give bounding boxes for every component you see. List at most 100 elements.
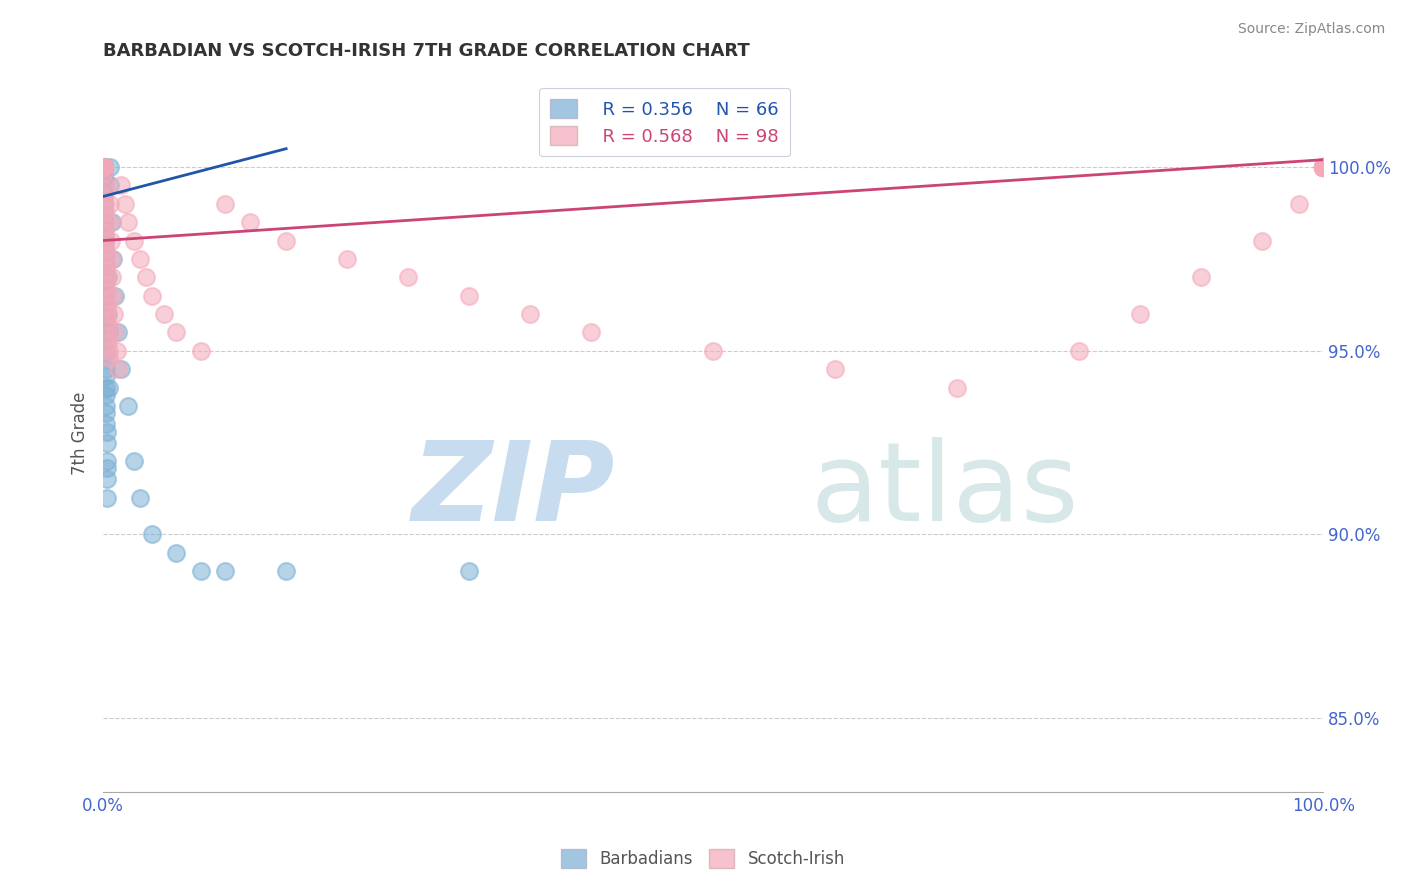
Point [1312,160,1334,174]
Point [93,168,115,182]
Point [93,160,115,174]
Point [1312,160,1334,174]
Point [97,326,120,340]
Point [97,322,120,336]
Point [93,175,115,189]
Point [93,160,115,174]
Point [1312,160,1334,174]
Point [103,307,125,321]
Point [93,189,115,203]
Point [93,189,115,203]
Point [100,252,122,266]
Point [94,326,117,340]
Point [1312,160,1334,174]
Point [94,362,117,376]
Point [1312,160,1334,174]
Point [93,168,115,182]
Point [1312,160,1334,174]
Point [276,234,298,248]
Point [96,491,118,505]
Point [93,196,115,211]
Point [101,288,124,302]
Point [93,204,115,219]
Point [93,241,115,255]
Point [93,171,115,186]
Point [98,380,121,394]
Point [190,343,212,358]
Point [93,196,115,211]
Point [153,307,176,321]
Point [94,255,117,269]
Text: BARBADIAN VS SCOTCH-IRISH 7TH GRADE CORRELATION CHART: BARBADIAN VS SCOTCH-IRISH 7TH GRADE CORR… [103,42,749,60]
Y-axis label: 7th Grade: 7th Grade [72,392,89,475]
Text: ZIP: ZIP [412,437,616,544]
Point [519,307,541,321]
Point [93,160,115,174]
Text: atlas: atlas [811,437,1080,544]
Point [1312,160,1334,174]
Point [1312,160,1334,174]
Point [114,196,136,211]
Point [107,326,129,340]
Point [94,248,117,262]
Point [93,234,115,248]
Point [1312,160,1334,174]
Point [1312,160,1334,174]
Point [1312,160,1334,174]
Text: Source: ZipAtlas.com: Source: ZipAtlas.com [1237,22,1385,37]
Point [94,226,117,240]
Point [93,248,115,262]
Point [97,329,120,343]
Point [1312,160,1334,174]
Point [1288,196,1310,211]
Point [94,288,117,302]
Point [117,399,139,413]
Point [96,270,118,285]
Point [94,333,117,347]
Point [1312,160,1334,174]
Point [97,270,120,285]
Point [1312,160,1334,174]
Point [96,314,118,328]
Point [94,307,117,321]
Point [1312,160,1334,174]
Point [93,204,115,219]
Point [101,270,124,285]
Point [122,234,145,248]
Point [458,288,481,302]
Point [96,435,118,450]
Point [1312,160,1334,174]
Point [458,564,481,578]
Point [96,425,118,439]
Point [94,211,117,226]
Point [1312,160,1334,174]
Point [214,564,236,578]
Point [96,454,118,468]
Point [396,270,419,285]
Point [94,285,117,299]
Point [100,215,122,229]
Point [93,160,115,174]
Point [96,388,118,402]
Point [104,326,127,340]
Point [238,215,260,229]
Point [93,160,115,174]
Point [141,288,163,302]
Point [1312,160,1334,174]
Point [96,472,118,486]
Point [94,234,117,248]
Legend:   R = 0.356    N = 66,   R = 0.568    N = 98: R = 0.356 N = 66, R = 0.568 N = 98 [538,87,790,156]
Point [1312,160,1334,174]
Point [93,230,115,244]
Point [1312,160,1334,174]
Point [97,343,120,358]
Point [94,369,117,384]
Point [96,461,118,475]
Point [93,178,115,193]
Point [96,285,118,299]
Point [96,406,118,420]
Point [165,546,187,560]
Point [97,307,120,321]
Point [96,293,118,307]
Legend: Barbadians, Scotch-Irish: Barbadians, Scotch-Irish [554,843,852,875]
